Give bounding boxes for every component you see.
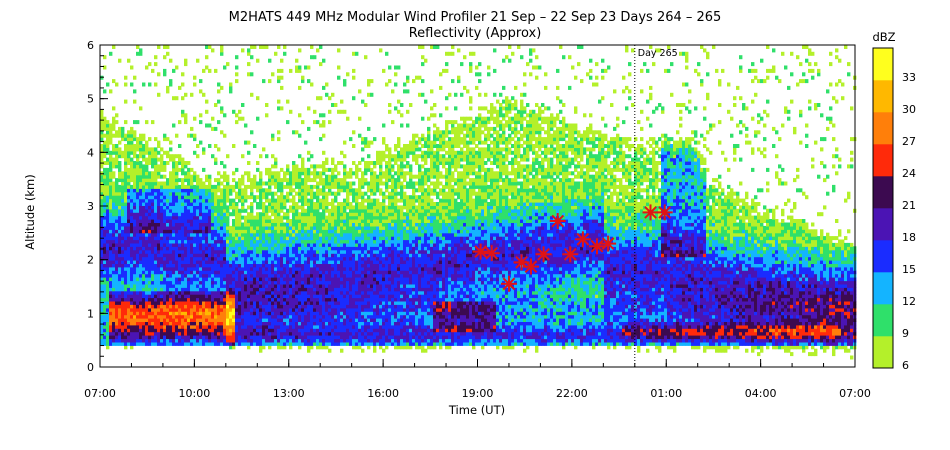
x-axis: 07:00 10:00 13:00 16:00 19:00 22:00 01:00 04:00… [84,359,871,400]
y-axis: 0 1 2 3 4 5 6 [87,39,108,374]
star-marker [549,213,566,229]
colorbar-tick-label: 27 [902,135,916,148]
colorbar-segment [873,304,893,337]
colorbar-frame [872,47,894,369]
y-tick-label: 6 [87,39,94,52]
x-tick-label: 10:00 [179,387,211,400]
colorbar-segment [873,112,893,145]
colorbar-unit: dBZ [872,30,895,44]
x-tick-label: 19:00 [462,387,494,400]
colorbar-tick-label: 15 [902,263,916,276]
star-marker [589,238,605,255]
y-tick-label: 3 [87,200,94,213]
colorbar-tick-label: 30 [902,103,916,116]
colorbar-tick-label: 24 [902,167,916,180]
y-axis-label: Altitude (km) [23,174,37,249]
colorbar-tick-label: 21 [902,199,916,212]
y-tick-label: 2 [87,254,94,267]
x-tick-label: 07:00 [84,387,116,400]
colorbar-segment [873,48,893,81]
star-marker [600,235,617,252]
x-tick-label: 04:00 [745,387,777,400]
x-axis-label: Time (UT) [448,403,505,417]
x-tick-label: 22:00 [556,387,588,400]
colorbar-tick-label: 33 [902,71,916,84]
star-marker [656,204,673,221]
x-tick-label: 01:00 [650,387,682,400]
star-marker [642,204,659,221]
star-marker [483,245,500,262]
day-marker-label: Day 265 [638,48,678,59]
y-tick-label: 4 [87,146,94,159]
star-marker [574,231,591,248]
colorbar-segment [873,144,893,177]
star-marker [535,246,552,263]
colorbar-tick-label: 12 [902,295,916,308]
star-marker [523,258,539,275]
colorbar-tick-label: 18 [902,231,916,244]
colorbar-segment [873,208,893,241]
x-tick-label: 13:00 [273,387,305,400]
star-marker [501,275,517,292]
colorbar-tick-label: 9 [902,327,909,340]
star-marker [562,246,579,263]
chart-subtitle: Reflectivity (Approx) [409,26,542,41]
chart-title: M2HATS 449 MHz Modular Wind Profiler 21 … [229,10,722,25]
star-marker [472,243,489,260]
colorbar-segment [873,176,893,209]
colorbar-segment [873,240,893,273]
colorbar-tick-label: 6 [902,359,909,372]
colorbar-segment [873,272,893,305]
y-tick-label: 0 [87,361,94,374]
colorbar: 6 9 12 15 18 21 24 27 30 33 [872,47,916,372]
reflectivity-heatmap [100,45,857,360]
colorbar-segment [873,80,893,113]
y-tick-label: 5 [87,93,94,106]
y-tick-label: 1 [87,307,94,320]
x-tick-label: 16:00 [367,387,399,400]
colorbar-segment [873,336,893,369]
marker-layer [472,204,673,292]
x-tick-label: 07:00 [839,387,871,400]
